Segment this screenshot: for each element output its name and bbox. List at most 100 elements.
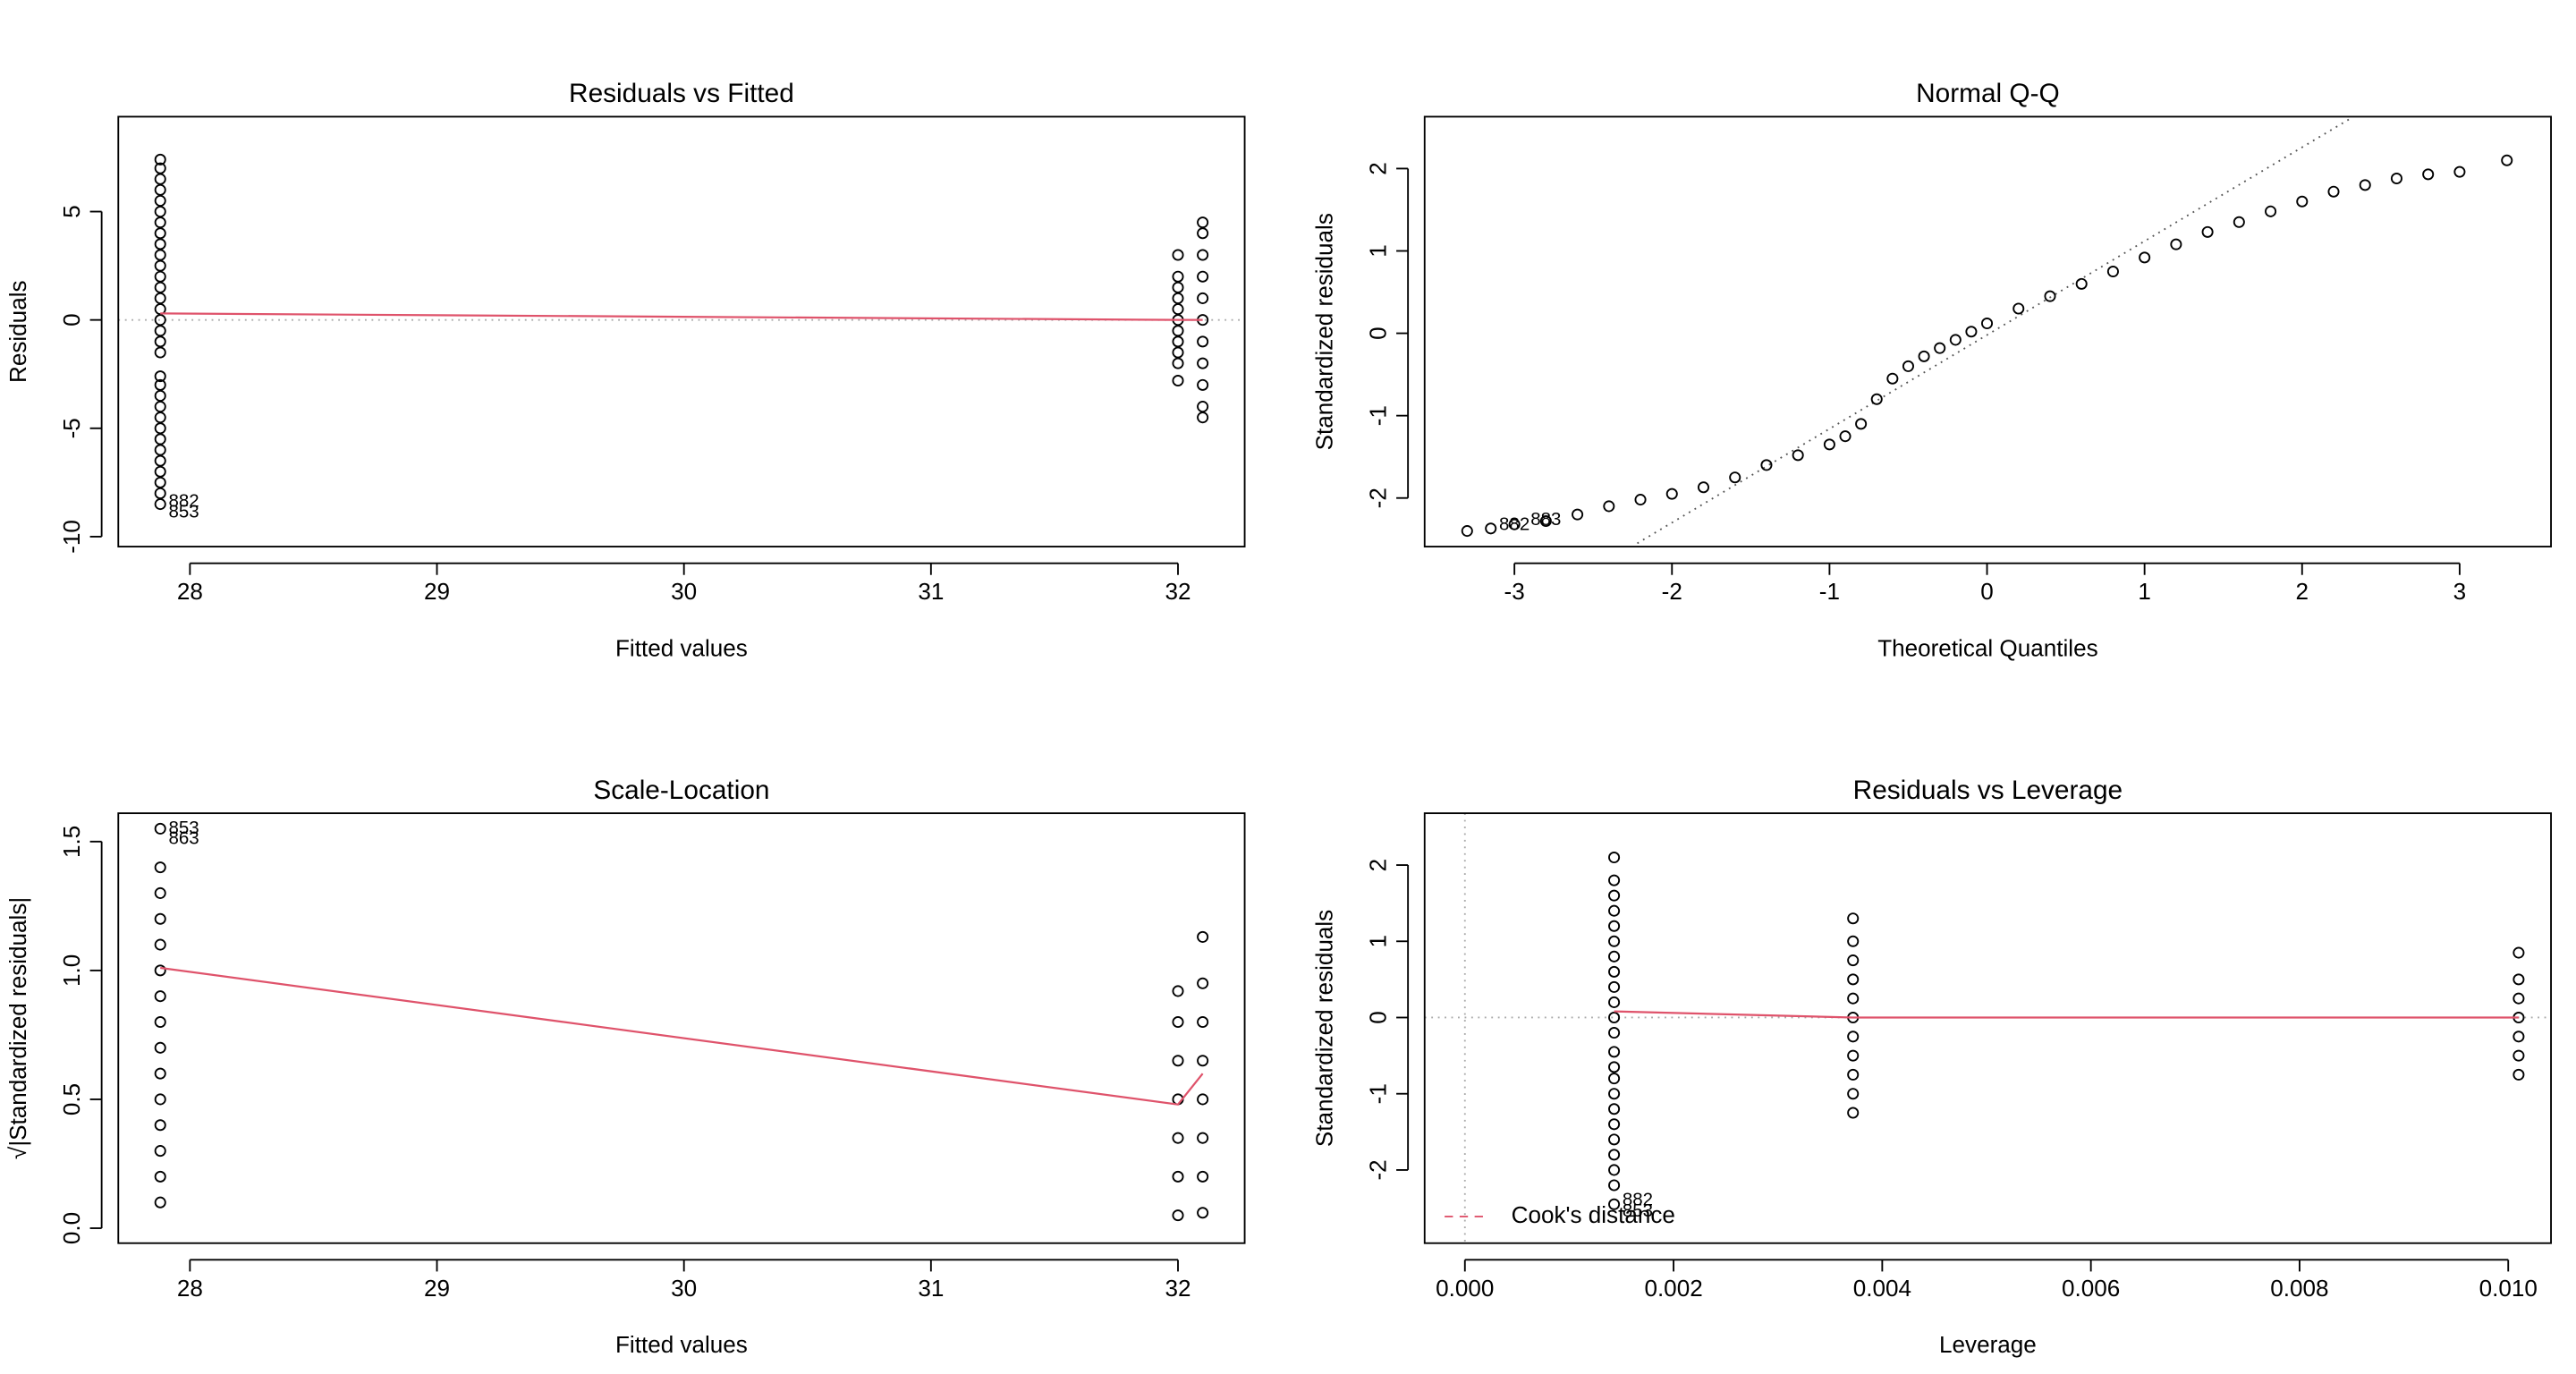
point — [154, 444, 166, 456]
y-axis-label: Standardized residuals — [1311, 213, 1338, 450]
point — [1918, 350, 1930, 362]
point — [154, 325, 166, 337]
y-tick-label: -2 — [1364, 488, 1391, 508]
x-tick-label: -1 — [1819, 578, 1840, 605]
point — [154, 454, 166, 467]
point — [154, 487, 166, 499]
point — [1197, 1015, 1209, 1029]
x-tick-label: 32 — [1165, 1275, 1191, 1302]
point — [1197, 977, 1209, 989]
point — [2012, 302, 2025, 315]
point — [154, 1015, 166, 1029]
point — [1847, 935, 1860, 947]
point — [154, 259, 166, 272]
point — [1608, 1103, 1621, 1115]
panel-title: Scale-Location — [593, 776, 769, 805]
point — [154, 1041, 166, 1054]
point — [2233, 216, 2245, 228]
point — [1608, 1149, 1621, 1161]
x-tick-label: 29 — [424, 578, 450, 605]
point — [1608, 1073, 1621, 1085]
panel-title: Residuals vs Leverage — [1853, 776, 2123, 805]
y-tick-label: 1 — [1364, 244, 1391, 258]
point — [154, 822, 166, 835]
point — [154, 194, 166, 207]
x-tick-label: 30 — [671, 578, 697, 605]
point — [154, 249, 166, 261]
point-label: 882 — [1499, 514, 1530, 535]
point — [1197, 1170, 1209, 1183]
x-tick-label: 0 — [1980, 578, 1994, 605]
point — [1172, 346, 1184, 359]
point — [1934, 342, 1946, 354]
point — [154, 1093, 166, 1106]
point — [154, 346, 166, 359]
point — [154, 990, 166, 1003]
point — [154, 370, 166, 383]
point — [2170, 238, 2182, 250]
point — [2512, 973, 2525, 986]
y-tick-label: 0.0 — [58, 1212, 85, 1244]
point — [1870, 393, 1883, 405]
plot-frame — [1423, 115, 2552, 547]
plot-area — [118, 153, 1245, 511]
point — [154, 162, 166, 174]
point — [1608, 1133, 1621, 1146]
point-label: 853 — [169, 502, 199, 522]
point — [1760, 459, 1773, 471]
x-axis-label: Leverage — [1939, 1331, 2037, 1358]
point — [154, 227, 166, 240]
point — [2296, 195, 2309, 208]
point — [1197, 270, 1209, 283]
x-tick-label: 0.006 — [2062, 1275, 2120, 1302]
point — [154, 1145, 166, 1158]
point — [1172, 270, 1184, 283]
point — [154, 433, 166, 445]
x-axis-label: Fitted values — [615, 1331, 748, 1358]
point — [2512, 946, 2525, 959]
point — [1172, 1055, 1184, 1067]
point-label: 883 — [1530, 509, 1561, 530]
point — [1608, 1046, 1621, 1058]
point — [154, 1067, 166, 1080]
point — [154, 292, 166, 304]
point — [1197, 292, 1209, 304]
point — [1847, 912, 1860, 925]
point — [1197, 1055, 1209, 1067]
point — [154, 498, 166, 511]
point — [154, 938, 166, 951]
point — [1197, 216, 1209, 229]
point — [154, 183, 166, 196]
point — [2512, 1030, 2525, 1043]
x-tick-label: 0.008 — [2270, 1275, 2328, 1302]
point — [154, 173, 166, 185]
qq-line — [1637, 118, 2351, 545]
x-axis-label: Fitted values — [615, 634, 748, 661]
plot-area — [1424, 813, 2552, 1243]
x-tick-label: 0.000 — [1436, 1275, 1494, 1302]
point — [1485, 522, 1497, 535]
point — [154, 861, 166, 874]
point — [1608, 1088, 1621, 1100]
x-tick-label: 28 — [177, 578, 203, 605]
point — [154, 964, 166, 977]
point — [154, 1196, 166, 1209]
point — [1949, 334, 1962, 346]
point — [154, 401, 166, 413]
point-label: 853 — [169, 818, 199, 838]
x-tick-label: 32 — [1165, 578, 1191, 605]
point — [1539, 514, 1552, 528]
point — [1172, 249, 1184, 261]
point — [1197, 1093, 1209, 1106]
point — [154, 389, 166, 402]
point — [2044, 290, 2056, 302]
y-tick-label: 2 — [1364, 162, 1391, 175]
point — [1197, 930, 1209, 943]
point-label: 882 — [1623, 1189, 1653, 1209]
point — [1608, 965, 1621, 978]
y-tick-label: -2 — [1364, 1159, 1391, 1180]
point — [1965, 326, 1978, 338]
point — [1608, 889, 1621, 902]
x-tick-label: 3 — [2453, 578, 2467, 605]
point — [2327, 185, 2340, 198]
